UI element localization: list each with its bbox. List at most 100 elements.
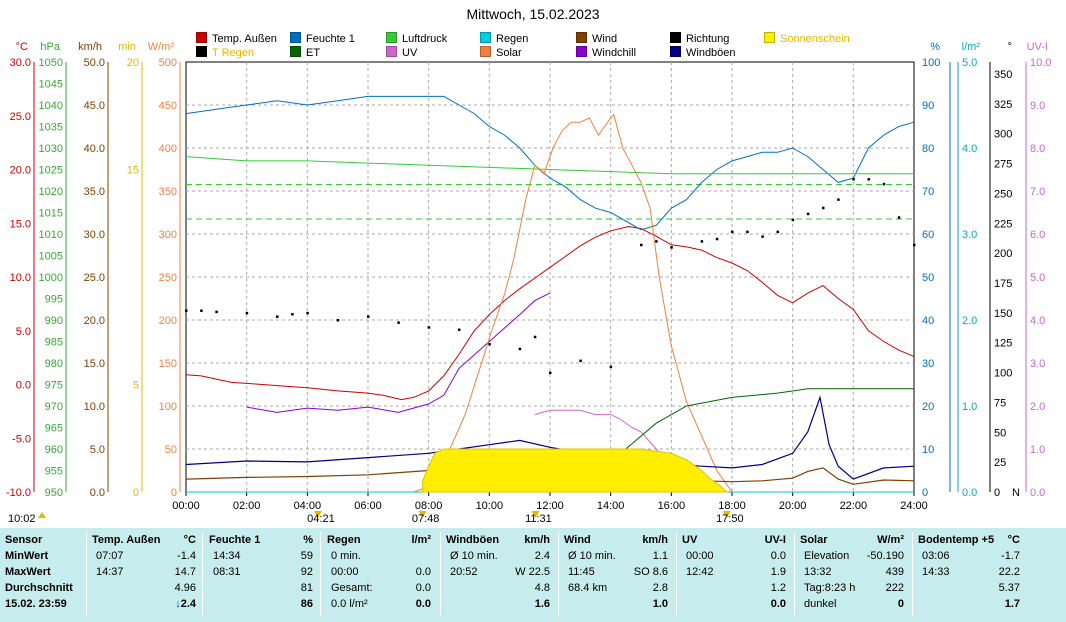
direction-point	[533, 335, 537, 339]
sun-time-label: 07:48	[412, 513, 440, 525]
direction-point	[458, 328, 461, 332]
legend-item: Sonnenschein	[764, 32, 850, 45]
direction-point	[655, 240, 658, 243]
y-tick-label: 250	[994, 188, 1012, 200]
y-tick-label: 1035	[39, 122, 63, 134]
stats-unit: °C	[1007, 534, 1020, 546]
direction-point	[715, 237, 719, 241]
stats-time: 14:37	[96, 566, 124, 578]
stats-value: 2.8	[652, 582, 668, 594]
stats-time: 07:07	[96, 550, 124, 562]
stats-time: 00:00	[331, 566, 359, 578]
stats-value: 0.0	[770, 598, 786, 610]
series-sonnenschein	[422, 448, 729, 493]
legend-swatch	[670, 32, 681, 43]
stats-title: Feuchte 1	[209, 534, 261, 546]
y-tick-label: 15.0	[10, 218, 31, 230]
y-tick-label: 350	[994, 69, 1012, 81]
y-tick-label: 20.0	[84, 315, 105, 327]
direction-point	[640, 243, 643, 247]
stats-value: -1.7	[1001, 550, 1020, 562]
y-axis-unit: min	[118, 41, 136, 53]
chart-title: Mittwoch, 15.02.2023	[466, 6, 600, 22]
weather-chart: 00:00 02:00 04:00 06:00 08:00 10:00 12:00 14:00…	[6, 41, 1052, 525]
direction-point	[291, 313, 294, 316]
legend-item: T Regen	[196, 46, 254, 59]
y-tick-label: 0	[171, 487, 177, 499]
stats-value: 1.0	[652, 598, 668, 610]
y-axis-unit: W/m²	[148, 41, 175, 53]
y-tick-label: 7.0	[1030, 186, 1045, 198]
y-tick-label: 450	[159, 100, 177, 112]
stats-value: 59	[300, 550, 313, 562]
direction-point	[336, 319, 340, 322]
legend-swatch	[290, 32, 301, 43]
y-tick-label: 5.0	[90, 444, 105, 456]
stats-value: 0.0	[415, 582, 431, 594]
legend-label: Luftdruck	[402, 33, 448, 45]
y-tick-label: 75	[994, 397, 1006, 409]
y-tick-label: 10	[922, 444, 934, 456]
x-tick-label: 14:00	[597, 500, 625, 512]
y-tick-label: 2.0	[962, 315, 977, 327]
y-tick-label: 3.0	[1030, 358, 1045, 370]
y-tick-label: 4.0	[962, 143, 977, 155]
x-tick-label: 16:00	[658, 500, 686, 512]
y-tick-label: 25.0	[84, 272, 105, 284]
direction-point	[518, 347, 522, 351]
y-tick-label: 3.0	[962, 229, 977, 241]
y-tick-label: -10.0	[6, 487, 31, 499]
direction-point	[822, 206, 825, 210]
y-tick-label: 9.0	[1030, 100, 1045, 112]
direction-point	[791, 218, 795, 222]
y-tick-label: 200	[994, 248, 1012, 260]
stats-time: Gesamt:	[331, 582, 373, 594]
y-axis-c: °C 30.0 25.0 20.0 15.0 10.0 5.0 0.0 -5.0 -10.0	[6, 41, 35, 499]
stats-value: 0	[897, 598, 904, 610]
legend-swatch	[196, 32, 207, 43]
legend-label: Wind	[592, 33, 618, 45]
y-tick-label: 25	[994, 457, 1006, 469]
y-tick-label: 275	[994, 159, 1012, 171]
legend-label: ET	[306, 47, 321, 59]
y-tick-label: 1005	[39, 251, 63, 263]
direction-point	[746, 230, 749, 234]
y-tick-label: 100	[994, 368, 1012, 380]
stats-time: Elevation	[804, 550, 850, 562]
legend-swatch	[576, 32, 587, 43]
direction-point	[806, 212, 810, 216]
y-tick-label: 25.0	[10, 111, 31, 123]
corner-sun-marker	[38, 512, 46, 518]
stats-value: 1.7	[1004, 598, 1020, 610]
stats-value: W 22.5	[515, 566, 550, 578]
y-tick-label: 40.0	[84, 143, 105, 155]
y-tick-label: 8.0	[1030, 143, 1045, 155]
y-tick-label: 60	[922, 229, 934, 241]
x-tick-label: 24:00	[900, 500, 928, 512]
y-axis-unit: °	[1008, 41, 1012, 53]
direction-point	[609, 365, 613, 369]
y-tick-label: 0	[133, 487, 139, 499]
y-tick-label: 500	[159, 57, 177, 69]
stats-time: 03:06	[922, 550, 950, 562]
legend-swatch	[386, 32, 397, 43]
stats-value: 14.7	[174, 566, 196, 578]
y-tick-label: 5.0	[1030, 272, 1045, 284]
direction-point	[488, 342, 491, 346]
y-tick-label: 1020	[39, 186, 63, 198]
stats-value: 92	[300, 566, 313, 578]
legend-label: Sonnenschein	[780, 33, 850, 45]
stats-value: -1.4	[177, 550, 196, 562]
y-tick-label: N	[1012, 487, 1020, 499]
y-axis-unit: km/h	[78, 41, 102, 53]
y-tick-label: 990	[45, 315, 63, 327]
series-luftdruck	[185, 156, 914, 175]
y-tick-label: 2.0	[1030, 401, 1045, 413]
x-tick-label: 10:00	[476, 500, 504, 512]
y-tick-label: 0.0	[1030, 487, 1045, 499]
legend-item: Luftdruck	[386, 32, 447, 45]
legend-swatch	[764, 32, 775, 43]
stats-unit: %	[303, 534, 313, 546]
direction-point	[867, 178, 870, 181]
